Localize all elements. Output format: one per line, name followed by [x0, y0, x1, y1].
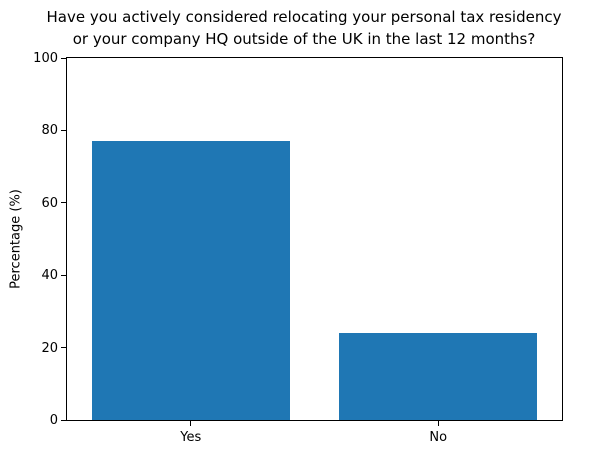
y-tick-label: 40 [41, 268, 58, 284]
y-tick-label: 0 [49, 413, 58, 428]
x-tick-mark [437, 421, 439, 426]
plot-area [66, 57, 563, 421]
y-tick-mark [61, 129, 66, 131]
chart-title-line-2: or your company HQ outside of the UK in … [72, 30, 536, 48]
bar-no [339, 333, 538, 420]
x-tick-label-yes: Yes [180, 430, 202, 445]
y-tick-mark [61, 419, 66, 421]
y-tick-mark [61, 274, 66, 276]
y-tick-label: 100 [33, 51, 58, 66]
y-tick-label: 80 [41, 123, 58, 139]
y-tick-label: 60 [41, 195, 58, 211]
y-tick-mark [61, 347, 66, 349]
y-tick-mark [61, 202, 66, 204]
y-axis-label: Percentage (%) [8, 189, 24, 289]
x-tick-label-no: No [429, 430, 448, 445]
y-tick-mark [61, 57, 66, 59]
bar-yes [91, 141, 290, 420]
chart-title: Have you actively considered relocating … [0, 6, 608, 50]
y-tick-label: 20 [41, 340, 58, 356]
chart-title-line-1: Have you actively considered relocating … [46, 8, 562, 26]
x-tick-mark [190, 421, 192, 426]
